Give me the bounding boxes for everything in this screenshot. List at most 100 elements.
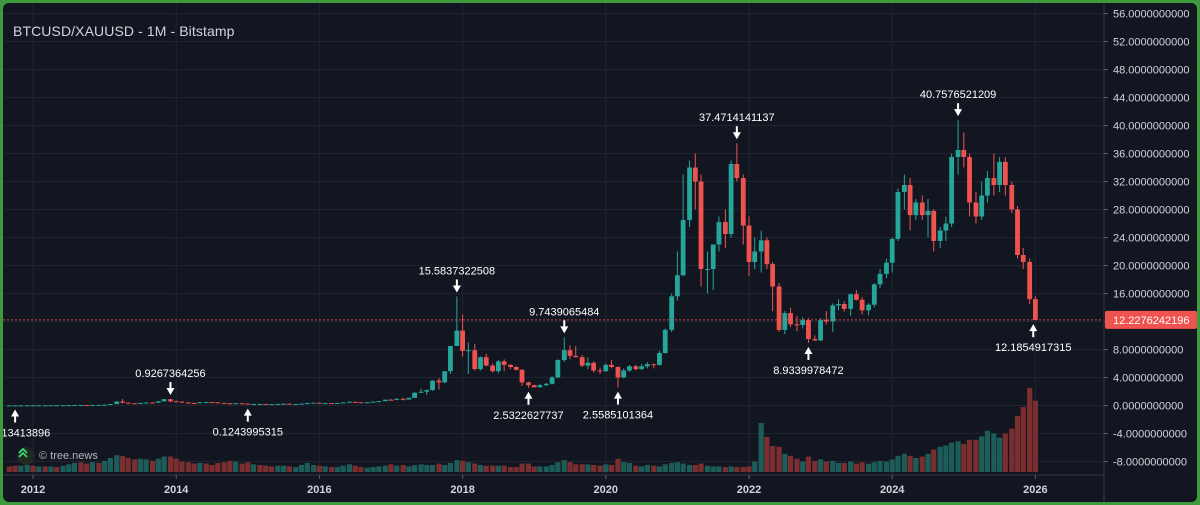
candle-body xyxy=(138,402,143,404)
volume-bar xyxy=(966,439,973,472)
volume-bar xyxy=(483,465,489,472)
volume-bar xyxy=(328,467,335,472)
volume-bar xyxy=(316,465,322,472)
candle-body xyxy=(866,304,871,311)
volume-bar xyxy=(245,462,251,472)
candle-body xyxy=(573,355,579,358)
arrow-down-icon xyxy=(452,285,461,293)
candle xyxy=(299,403,304,405)
volume-bar xyxy=(60,465,66,472)
candle-body xyxy=(597,370,603,372)
candle-body xyxy=(6,405,12,407)
candle xyxy=(496,360,501,374)
candle xyxy=(388,398,394,401)
candle-body xyxy=(1033,299,1038,320)
arrow-stem xyxy=(563,320,566,328)
volume-bar xyxy=(155,458,161,472)
annotation-label: 12.1854917315 xyxy=(995,342,1071,354)
candle xyxy=(692,153,698,210)
candle xyxy=(788,307,793,328)
candle xyxy=(740,174,746,245)
candle-body xyxy=(949,157,955,224)
candle xyxy=(66,405,72,407)
volume-bar xyxy=(239,463,245,472)
candle-body xyxy=(770,264,776,287)
candle xyxy=(442,371,448,384)
volume-bar xyxy=(42,466,48,472)
volume-bar xyxy=(626,462,633,472)
volume-bar xyxy=(400,465,406,472)
candle-body xyxy=(836,304,841,306)
candle-body xyxy=(430,380,435,391)
volume-bar xyxy=(561,460,567,472)
candle xyxy=(418,388,424,393)
candle xyxy=(400,398,406,401)
price-annotation: 0.0013413896 xyxy=(3,409,50,439)
volume-bar xyxy=(776,446,782,472)
candle-body xyxy=(173,401,179,403)
candle xyxy=(949,153,955,227)
price-annotation: 15.5837322508 xyxy=(419,265,495,293)
volume-bar xyxy=(758,423,764,472)
arrow-stem xyxy=(14,415,17,423)
candle-body xyxy=(651,364,657,366)
candle xyxy=(818,318,823,342)
arrow-stem xyxy=(169,381,172,389)
volume-bar xyxy=(388,464,394,472)
volume-bar xyxy=(764,437,770,472)
volume-bar xyxy=(984,430,991,472)
candle-body xyxy=(483,357,489,366)
candle-body xyxy=(537,385,543,388)
volume-bar xyxy=(651,465,657,472)
volume-bar xyxy=(1027,388,1033,472)
candle xyxy=(871,283,877,308)
candle-body xyxy=(125,402,131,404)
candle xyxy=(1002,157,1008,196)
tree-logo-icon xyxy=(17,447,35,465)
candle-body xyxy=(286,403,292,405)
candle-body xyxy=(740,178,746,226)
candle xyxy=(776,283,782,332)
annotation-label: 9.7439065484 xyxy=(529,306,599,318)
candle-body xyxy=(549,377,555,384)
volume-bar xyxy=(865,463,872,472)
candle-body xyxy=(460,330,465,351)
candle-body xyxy=(317,402,322,404)
candle xyxy=(991,153,997,196)
candlestick-chart[interactable]: 0.0013413896 0.9267364256 0.1243995315 15.5… xyxy=(3,3,1197,502)
candle-body xyxy=(36,405,42,407)
candle xyxy=(382,399,388,402)
candle-body xyxy=(114,401,120,405)
candle xyxy=(329,402,334,405)
volume-bar xyxy=(913,458,919,472)
volume-bar xyxy=(615,458,621,472)
candle xyxy=(293,403,299,406)
candle-body xyxy=(955,150,961,157)
candle xyxy=(591,361,597,373)
candle xyxy=(884,258,889,279)
candle xyxy=(311,402,317,404)
volume-bar xyxy=(125,458,131,472)
candle xyxy=(985,171,990,203)
candle xyxy=(1020,248,1026,269)
candle-body xyxy=(662,329,668,353)
candle-body xyxy=(66,405,72,407)
candle xyxy=(120,399,125,404)
candle xyxy=(18,405,24,407)
volume-bar xyxy=(149,460,156,472)
candle-body xyxy=(979,195,985,217)
candle xyxy=(812,335,818,342)
candle xyxy=(251,403,256,406)
candle-body xyxy=(448,346,453,372)
candle xyxy=(639,364,644,370)
volume-bar xyxy=(830,460,836,472)
volume-bar xyxy=(89,462,96,472)
candle xyxy=(72,404,77,407)
volume-bar xyxy=(746,466,752,472)
candle-body xyxy=(657,353,662,365)
arrow-up-icon xyxy=(524,391,533,399)
volume-bar xyxy=(221,462,227,472)
candle-body xyxy=(84,405,90,407)
candle xyxy=(836,299,841,311)
price-axis-label: 8.0000000000 xyxy=(1113,345,1183,357)
